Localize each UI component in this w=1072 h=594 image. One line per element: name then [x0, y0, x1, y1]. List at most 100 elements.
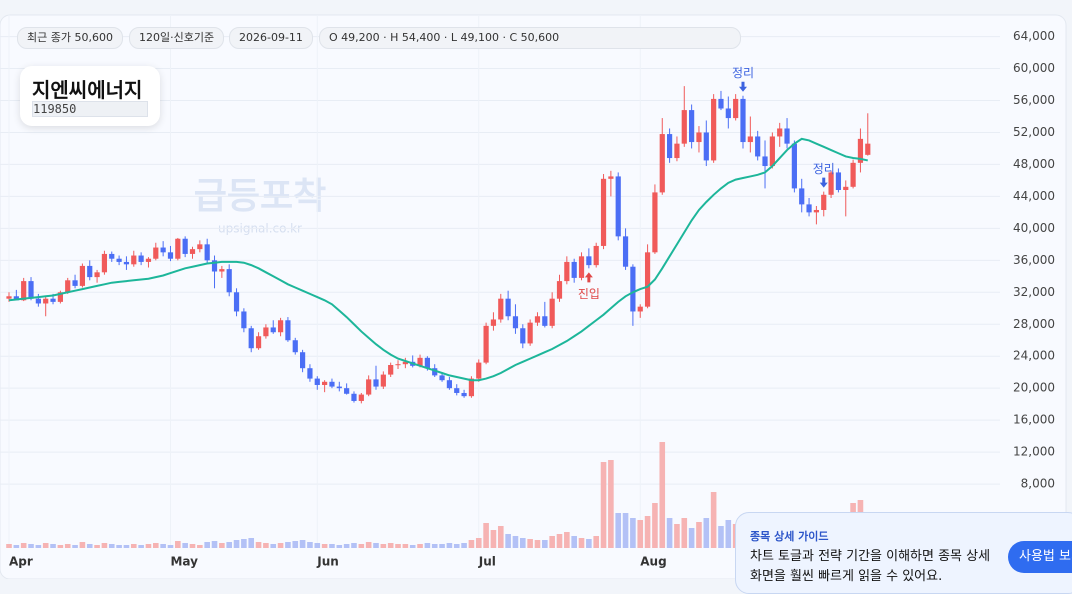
candle-body	[439, 375, 445, 381]
candle-body	[667, 134, 673, 159]
candle-body	[94, 272, 100, 278]
volume-bar	[204, 542, 210, 548]
volume-bar	[329, 544, 335, 548]
candle-body	[292, 340, 298, 353]
candle-body	[593, 245, 599, 266]
candle-body	[813, 209, 819, 213]
candle-body	[358, 394, 364, 401]
guide-button[interactable]: 사용법 보기	[1008, 541, 1072, 573]
candle-body	[644, 252, 651, 307]
volume-bar	[417, 544, 423, 548]
y-tick-label: 56,000	[1013, 93, 1055, 107]
volume-bar	[395, 544, 401, 548]
candle-body	[600, 178, 607, 246]
stock-name: 지엔씨에너지	[32, 78, 143, 102]
volume-bar	[593, 536, 599, 548]
candle-body	[556, 281, 563, 299]
candle-body	[843, 186, 849, 191]
candle-body	[476, 362, 482, 379]
candle-body	[498, 298, 504, 320]
candle-body	[175, 238, 181, 259]
candle-body	[21, 281, 27, 301]
volume-bar	[497, 526, 504, 548]
volume-bar	[35, 545, 42, 548]
candle-body	[116, 258, 122, 262]
candle-body	[6, 296, 12, 299]
pill: 120일·신호기준	[129, 27, 225, 49]
volume-bar	[571, 536, 577, 548]
volume-bar	[108, 544, 115, 548]
candle-body	[865, 143, 871, 155]
candle-body	[366, 379, 372, 395]
candle-body	[733, 98, 739, 119]
candle-body	[219, 269, 225, 272]
volume-bar	[505, 534, 511, 548]
candle-body	[145, 258, 152, 262]
volume-bar	[130, 544, 137, 548]
candle-body	[380, 374, 386, 387]
candle-body	[520, 328, 526, 344]
candle-body	[549, 298, 555, 326]
candle-body	[755, 136, 761, 157]
x-tick-label: Jun	[316, 555, 339, 569]
volume-bar	[50, 544, 56, 548]
volume-bar	[336, 545, 343, 548]
pill: 2026-09-11	[229, 27, 313, 49]
guide-title: 종목 상세 가이드	[750, 530, 829, 543]
volume-bar	[637, 520, 644, 548]
volume-bar	[387, 543, 394, 548]
volume-bar	[20, 543, 27, 548]
volume-bar	[123, 545, 130, 548]
chart-panel	[0, 14, 1067, 579]
volume-bar	[6, 544, 12, 548]
candle-body	[233, 292, 240, 312]
guide-line: 화면을 훨씬 빠르게 읽을 수 있어요.	[750, 569, 943, 584]
signal-arrow	[584, 272, 593, 283]
candle-body	[703, 132, 709, 161]
y-tick-label: 8,000	[1021, 477, 1055, 491]
y-tick-label: 64,000	[1013, 29, 1055, 43]
candle-body	[388, 365, 394, 375]
volume-bar	[564, 532, 570, 548]
volume-bar	[160, 544, 166, 548]
volume-bar	[64, 544, 71, 548]
volume-bar	[622, 513, 629, 548]
candle-body	[131, 255, 137, 265]
volume-bar	[681, 518, 688, 548]
volume-bar	[197, 545, 203, 548]
volume-bar	[72, 545, 78, 548]
volume-bar	[674, 524, 680, 548]
signal-label: 정리	[732, 66, 754, 80]
candle-body	[747, 136, 753, 143]
candle-body	[857, 138, 864, 163]
candle-body	[160, 247, 166, 253]
volume-bar	[79, 542, 86, 548]
candle-body	[769, 136, 775, 167]
candle-body	[505, 298, 511, 317]
volume-bar	[153, 543, 159, 548]
candle-body	[314, 378, 320, 385]
stock-code: 119850	[32, 101, 148, 117]
volume-bar	[718, 526, 724, 548]
y-tick-label: 20,000	[1013, 381, 1055, 395]
candle-body	[571, 261, 577, 278]
volume-bar	[468, 540, 475, 548]
volume-bar	[703, 518, 710, 548]
candle-body	[527, 322, 533, 344]
volume-bar	[211, 541, 218, 548]
volume-bar	[255, 542, 262, 548]
candle-body	[490, 319, 497, 326]
candle-body	[586, 256, 592, 266]
volume-bar	[277, 543, 284, 548]
volume-bar	[542, 540, 548, 548]
candle-body	[72, 280, 78, 286]
candle-body	[432, 368, 438, 376]
candle-body	[762, 156, 768, 167]
candle-body	[652, 192, 658, 253]
candle-body	[564, 261, 570, 282]
volume-bar	[630, 518, 636, 548]
volume-bar	[520, 538, 526, 548]
signal-label: 진입	[578, 287, 600, 301]
candle-body	[674, 143, 680, 159]
candle-body	[659, 134, 665, 193]
